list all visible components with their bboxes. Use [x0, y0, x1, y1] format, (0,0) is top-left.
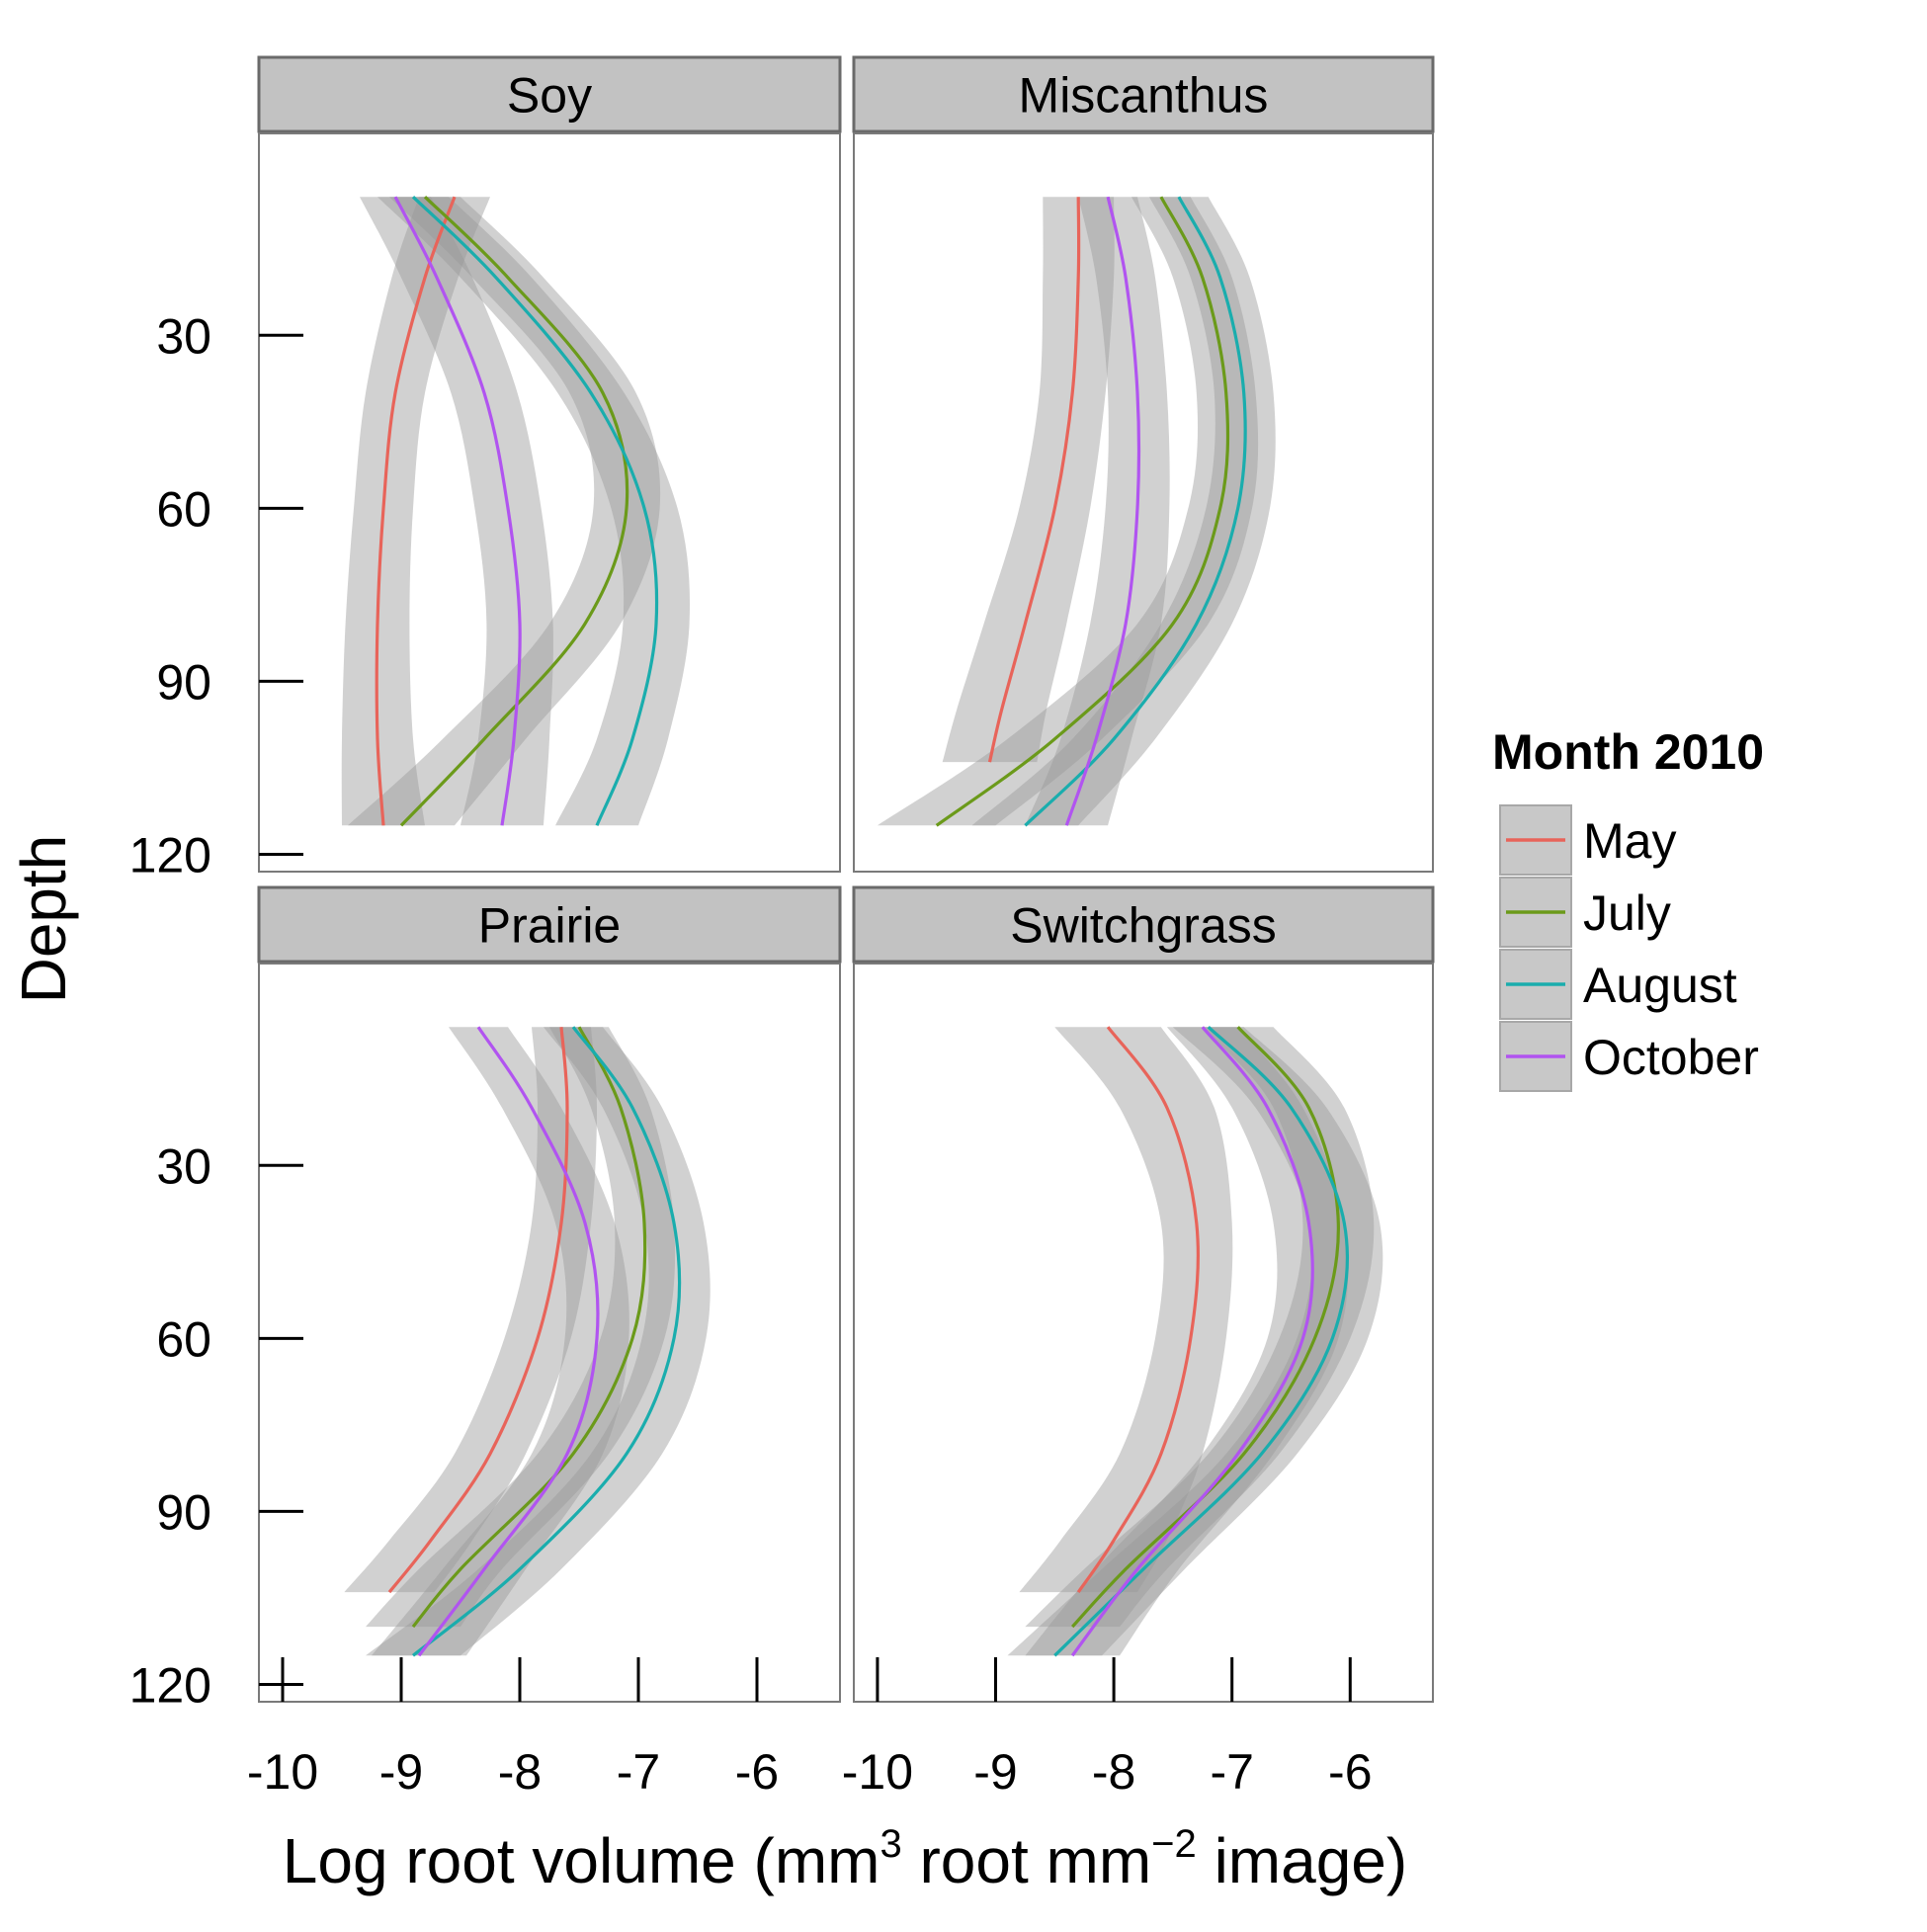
bands-switchgrass — [1007, 1027, 1383, 1656]
confidence-band-miscanthus-july — [877, 197, 1259, 826]
series-line-switchgrass-october — [1070, 1026, 1314, 1657]
y-tick-label-soy-60: 60 — [156, 481, 211, 537]
strip-soy — [257, 55, 842, 133]
confidence-band-prairie-august — [366, 1027, 711, 1656]
lines-prairie — [387, 1026, 682, 1657]
y-tick-label-soy-90: 90 — [156, 654, 211, 710]
confidence-band-soy-october — [360, 197, 553, 826]
y-tick-label-prairie-120: 120 — [129, 1657, 211, 1713]
confidence-band-prairie-july — [366, 1027, 676, 1628]
series-line-soy-august — [411, 196, 659, 826]
strip-label-miscanthus: Miscanthus — [1019, 68, 1269, 124]
series-line-prairie-august — [411, 1026, 682, 1657]
x-axis-title-mid: root mm — [902, 1825, 1151, 1896]
x-tick-label-prairie--8: -8 — [498, 1744, 542, 1800]
x-axis-title: Log root volume (mm3 root mm−2 image) — [283, 1822, 1407, 1896]
x-tick-label-prairie--6: -6 — [735, 1744, 779, 1800]
series-line-switchgrass-may — [1076, 1026, 1201, 1594]
panel-frame-miscanthus — [853, 132, 1434, 873]
series-line-miscanthus-october — [1064, 196, 1141, 826]
panel-prairie: Prairie — [257, 885, 842, 1703]
x-tick-label-prairie--7: -7 — [617, 1744, 660, 1800]
legend-entries: May July August October — [1499, 804, 1759, 1092]
legend-label-august: August — [1583, 958, 1737, 1013]
series-line-prairie-july — [411, 1026, 647, 1629]
strip-switchgrass — [852, 885, 1435, 964]
confidence-band-switchgrass-august — [1007, 1027, 1383, 1656]
series-line-miscanthus-may — [987, 197, 1081, 763]
legend-label-may: May — [1583, 813, 1676, 869]
confidence-band-soy-july — [348, 197, 661, 826]
legend: Month 2010 May July August October — [1492, 724, 1764, 1092]
x-axis-title-end: image) — [1197, 1825, 1407, 1896]
legend-item-october: October — [1499, 1021, 1759, 1092]
x-tick-label-switchgrass--10: -10 — [842, 1744, 913, 1800]
series-line-miscanthus-july — [935, 196, 1230, 827]
strip-label-switchgrass: Switchgrass — [1010, 898, 1277, 954]
x-tick-label-prairie--9: -9 — [379, 1744, 423, 1800]
series-line-miscanthus-august — [1024, 196, 1247, 827]
panel-soy: Soy — [257, 55, 842, 873]
legend-item-august: August — [1499, 949, 1737, 1020]
confidence-band-switchgrass-october — [1025, 1027, 1349, 1656]
x-axis-title-main: Log root volume (mm — [283, 1825, 880, 1896]
panel-frame-prairie — [258, 963, 841, 1703]
y-tick-label-soy-30: 30 — [156, 308, 211, 364]
y-axis-title: Depth — [8, 835, 79, 1004]
confidence-band-switchgrass-july — [1025, 1027, 1375, 1628]
x-tick-label-switchgrass--7: -7 — [1210, 1744, 1253, 1800]
panel-frame-switchgrass — [853, 963, 1434, 1703]
axes-layer: 30 60 90 120 30 60 90 120 -10 -9 -8 -7 -6 -10 -9 -8 -7 -6 — [129, 308, 1373, 1800]
panel-frame-soy — [258, 132, 841, 873]
panel-miscanthus: Miscanthus — [852, 55, 1435, 873]
x-axis-title-sup1: 3 — [880, 1822, 901, 1866]
series-line-prairie-october — [417, 1026, 600, 1657]
strip-prairie — [257, 885, 842, 964]
y-tick-label-prairie-90: 90 — [156, 1484, 211, 1540]
series-line-prairie-may — [387, 1027, 569, 1594]
series-line-soy-may — [375, 196, 457, 826]
x-tick-label-switchgrass--8: -8 — [1092, 1744, 1135, 1800]
panel-switchgrass: Switchgrass — [852, 885, 1435, 1703]
confidence-band-miscanthus-august — [971, 197, 1276, 826]
y-tick-label-prairie-30: 30 — [156, 1138, 211, 1194]
series-line-switchgrass-july — [1071, 1026, 1340, 1629]
strip-label-prairie: Prairie — [478, 898, 621, 954]
confidence-band-soy-may — [341, 197, 490, 826]
x-tick-label-prairie--10: -10 — [247, 1744, 318, 1800]
panels-layer: Soy Miscanthus Prairie Switchgrass — [257, 55, 1435, 1703]
x-axis-title-sup2: −2 — [1151, 1822, 1197, 1866]
strip-label-soy: Soy — [507, 68, 592, 124]
confidence-band-switchgrass-may — [1019, 1027, 1233, 1593]
x-tick-label-switchgrass--6: -6 — [1328, 1744, 1372, 1800]
series-line-soy-october — [393, 196, 522, 826]
legend-item-may: May — [1499, 804, 1676, 876]
legend-item-july: July — [1499, 877, 1671, 948]
legend-label-october: October — [1583, 1030, 1759, 1085]
legend-label-july: July — [1583, 885, 1671, 941]
confidence-band-miscanthus-may — [942, 197, 1115, 763]
lines-miscanthus — [935, 196, 1247, 827]
y-tick-label-prairie-60: 60 — [156, 1311, 211, 1367]
legend-title: Month 2010 — [1492, 724, 1764, 780]
lines-soy — [375, 196, 659, 827]
lines-switchgrass — [1053, 1026, 1350, 1657]
x-tick-label-switchgrass--9: -9 — [973, 1744, 1017, 1800]
series-line-soy-july — [399, 196, 629, 827]
strip-miscanthus — [852, 55, 1435, 133]
series-line-switchgrass-august — [1053, 1026, 1350, 1657]
y-tick-label-soy-120: 120 — [129, 827, 211, 882]
